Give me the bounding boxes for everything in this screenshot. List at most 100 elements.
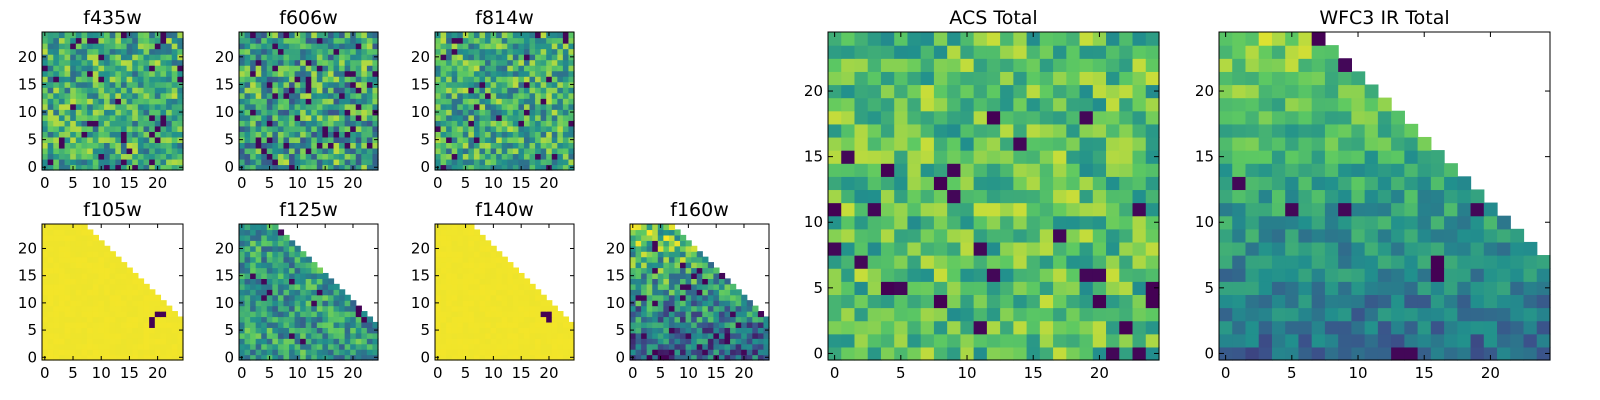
heatmap-cell bbox=[250, 65, 257, 72]
heatmap-cell bbox=[752, 311, 759, 318]
heatmap-cell bbox=[47, 245, 54, 252]
heatmap-cell bbox=[255, 300, 262, 307]
heatmap-cell bbox=[64, 267, 71, 274]
heatmap-cell bbox=[529, 65, 536, 72]
heatmap-cell bbox=[568, 65, 575, 72]
heatmap-cell bbox=[880, 163, 895, 177]
heatmap-cell bbox=[435, 59, 442, 66]
heatmap-cells bbox=[42, 224, 184, 361]
heatmap-cell bbox=[707, 349, 714, 356]
heatmap-cell bbox=[277, 59, 285, 66]
heatmap-cell bbox=[87, 114, 94, 121]
heatmap-cell bbox=[126, 338, 133, 345]
heatmap-cell bbox=[435, 234, 442, 241]
heatmap-cell bbox=[283, 65, 290, 72]
heatmap-cell bbox=[457, 59, 464, 66]
x-tick-label: 0 bbox=[237, 174, 247, 192]
heatmap-cell bbox=[109, 262, 116, 269]
heatmap-cell bbox=[305, 92, 312, 99]
heatmap-cell bbox=[115, 354, 122, 361]
heatmap-cell bbox=[1338, 176, 1352, 191]
heatmap-cell bbox=[702, 300, 709, 307]
heatmap-cell bbox=[518, 92, 525, 99]
heatmap-cell bbox=[1430, 255, 1445, 269]
heatmap-cell bbox=[641, 272, 648, 279]
heatmap-cell bbox=[53, 153, 60, 160]
heatmap-cell bbox=[70, 158, 77, 166]
heatmap-cell bbox=[462, 109, 469, 116]
heatmap-cell bbox=[250, 81, 257, 88]
heatmap-cell bbox=[473, 76, 481, 83]
heatmap-cell bbox=[58, 147, 66, 155]
heatmap-cell bbox=[523, 32, 531, 39]
heatmap-cell bbox=[109, 164, 116, 171]
heatmap-cell bbox=[718, 343, 726, 350]
heatmap-cell bbox=[355, 103, 362, 110]
heatmap-cell bbox=[126, 114, 133, 121]
heatmap-cell bbox=[986, 71, 1001, 86]
heatmap-cell bbox=[160, 48, 167, 55]
heatmap-cell bbox=[457, 224, 464, 231]
heatmap-cell bbox=[663, 251, 670, 258]
heatmap-cell bbox=[518, 338, 525, 345]
heatmap-cell bbox=[1026, 320, 1041, 335]
heatmap-cell bbox=[53, 240, 60, 247]
heatmap-cell bbox=[372, 338, 379, 345]
heatmap-cell bbox=[657, 294, 664, 301]
heatmap-cell bbox=[696, 300, 703, 307]
heatmap-cell bbox=[143, 54, 150, 61]
heatmap-cell bbox=[540, 131, 547, 138]
heatmap-cell bbox=[289, 251, 296, 258]
heatmap-cell bbox=[109, 321, 116, 328]
heatmap-cell bbox=[1132, 58, 1147, 72]
heatmap-cell bbox=[490, 272, 497, 279]
heatmap-cell bbox=[696, 332, 703, 339]
heatmap-cell bbox=[98, 131, 105, 138]
heatmap-cell bbox=[137, 81, 145, 88]
heatmap-cell bbox=[529, 131, 536, 138]
heatmap-cell bbox=[171, 114, 178, 121]
heatmap-cell bbox=[70, 327, 77, 334]
heatmap-cell bbox=[305, 109, 312, 116]
heatmap-cell bbox=[1324, 333, 1339, 348]
x-tick-label: 0 bbox=[237, 364, 247, 382]
heatmap-cell bbox=[98, 125, 105, 132]
heatmap-cell bbox=[115, 131, 122, 138]
heatmap-cell bbox=[440, 272, 447, 279]
heatmap-cell bbox=[713, 283, 720, 290]
heatmap-cell bbox=[366, 32, 374, 39]
heatmap-cell bbox=[366, 136, 374, 143]
heatmap-cell bbox=[512, 109, 519, 116]
heatmap-cell bbox=[126, 153, 133, 160]
heatmap-cell bbox=[496, 316, 503, 323]
heatmap-cell bbox=[42, 316, 49, 323]
heatmap-cell bbox=[1457, 189, 1472, 204]
heatmap-cell bbox=[355, 65, 362, 72]
heatmap-cell bbox=[947, 136, 961, 151]
heatmap-cell bbox=[126, 136, 133, 143]
heatmap-cell bbox=[327, 120, 335, 127]
heatmap-cell bbox=[523, 354, 531, 361]
heatmap-cell bbox=[713, 349, 720, 356]
heatmap-cell bbox=[361, 43, 368, 50]
heatmap-cell bbox=[300, 114, 307, 121]
heatmap-cell bbox=[1324, 320, 1339, 335]
heatmap-cell bbox=[42, 338, 49, 345]
heatmap-cell bbox=[546, 142, 553, 149]
heatmap-cell bbox=[512, 272, 519, 279]
x-tick-label: 0 bbox=[40, 174, 50, 192]
heatmap-cell bbox=[1013, 58, 1028, 72]
heatmap-cell bbox=[250, 354, 257, 361]
heatmap-cell bbox=[154, 43, 162, 50]
heatmap-cell bbox=[42, 76, 49, 83]
heatmap-cell bbox=[244, 338, 251, 345]
heatmap-cell bbox=[53, 332, 60, 339]
heatmap-cell bbox=[1106, 202, 1120, 217]
heatmap-cell bbox=[496, 349, 503, 356]
heatmap-cell bbox=[143, 343, 150, 350]
heatmap-cell bbox=[451, 245, 458, 252]
heatmap-cell bbox=[880, 45, 895, 59]
heatmap-cell bbox=[92, 81, 99, 88]
heatmap-cell bbox=[473, 343, 481, 350]
